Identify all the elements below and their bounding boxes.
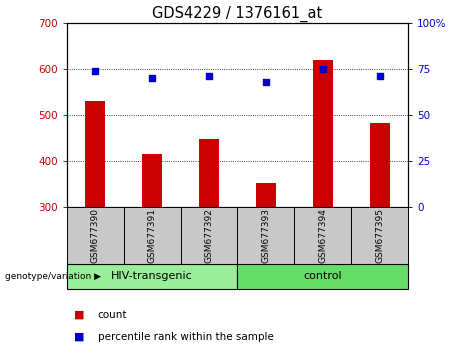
- Text: GSM677391: GSM677391: [148, 208, 157, 263]
- Point: [148, 75, 156, 81]
- Point: [262, 79, 270, 85]
- Bar: [85, 101, 105, 207]
- Text: GSM677390: GSM677390: [91, 208, 100, 263]
- Text: count: count: [98, 310, 127, 320]
- Bar: [199, 139, 219, 207]
- Bar: [370, 123, 390, 207]
- Bar: [351, 207, 408, 264]
- Point: [319, 66, 326, 72]
- Text: GSM677395: GSM677395: [375, 208, 384, 263]
- Text: ■: ■: [74, 332, 84, 342]
- Text: ■: ■: [74, 310, 84, 320]
- Bar: [67, 264, 237, 289]
- Title: GDS4229 / 1376161_at: GDS4229 / 1376161_at: [152, 5, 323, 22]
- Text: HIV-transgenic: HIV-transgenic: [111, 272, 193, 281]
- Text: GSM677392: GSM677392: [205, 208, 213, 263]
- Text: control: control: [303, 272, 342, 281]
- Text: GSM677393: GSM677393: [261, 208, 270, 263]
- Bar: [237, 207, 294, 264]
- Bar: [294, 207, 351, 264]
- Point: [376, 74, 383, 79]
- Text: genotype/variation ▶: genotype/variation ▶: [5, 272, 100, 281]
- Bar: [67, 207, 124, 264]
- Text: GSM677394: GSM677394: [318, 208, 327, 263]
- Bar: [313, 60, 333, 207]
- Bar: [124, 207, 181, 264]
- Bar: [237, 264, 408, 289]
- Bar: [256, 183, 276, 207]
- Text: percentile rank within the sample: percentile rank within the sample: [98, 332, 273, 342]
- Point: [92, 68, 99, 74]
- Bar: [142, 154, 162, 207]
- Bar: [181, 207, 237, 264]
- Point: [205, 74, 213, 79]
